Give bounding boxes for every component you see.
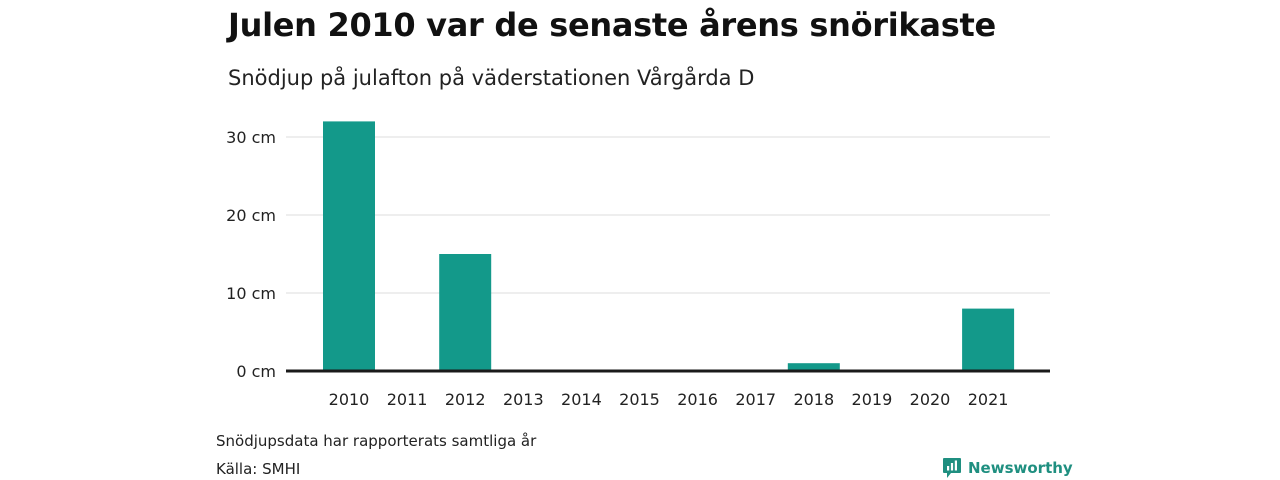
x-tick-label: 2017: [735, 390, 776, 409]
bar-2012: [439, 254, 492, 371]
y-tick-label: 10 cm: [226, 284, 276, 303]
y-axis-tick-labels: 0 cm 10 cm 20 cm 30 cm: [226, 128, 276, 381]
brand-name: Newsworthy: [968, 459, 1073, 477]
x-tick-label: 2018: [793, 390, 834, 409]
x-tick-label: 2015: [619, 390, 660, 409]
x-axis-tick-labels: 2010 2011 2012 2013 2014 2015 2016 2017 2018 2019…: [329, 390, 1009, 409]
x-tick-label: 2014: [561, 390, 602, 409]
gridlines: [286, 136, 1050, 294]
x-tick-label: 2020: [910, 390, 951, 409]
bars: [323, 121, 1015, 372]
y-tick-label: 30 cm: [226, 128, 276, 147]
chart-title: Julen 2010 var de senaste årens snörikas…: [228, 6, 996, 44]
x-tick-label: 2021: [968, 390, 1009, 409]
bar-2010: [323, 121, 375, 372]
x-tick-label: 2012: [445, 390, 486, 409]
y-tick-label: 0 cm: [236, 362, 276, 381]
brand-logo[interactable]: Newsworthy: [942, 457, 1073, 479]
x-tick-label: 2011: [387, 390, 428, 409]
x-tick-label: 2019: [852, 390, 893, 409]
x-tick-label: 2010: [329, 390, 370, 409]
source-label: Källa: SMHI: [216, 460, 301, 478]
x-tick-label: 2013: [503, 390, 544, 409]
y-tick-label: 20 cm: [226, 206, 276, 225]
bar-chart: 0 cm 10 cm 20 cm 30 cm 2010 2011 2012 2013 2014…: [226, 121, 1050, 409]
chart-subtitle: Snödjup på julafton på väderstationen Vå…: [228, 66, 755, 90]
newsworthy-logo-icon: [943, 458, 961, 478]
data-note: Snödjupsdata har rapporterats samtliga å…: [216, 432, 537, 450]
x-tick-label: 2016: [677, 390, 718, 409]
bar-2018: [787, 363, 840, 371]
bar-2021: [962, 308, 1015, 371]
